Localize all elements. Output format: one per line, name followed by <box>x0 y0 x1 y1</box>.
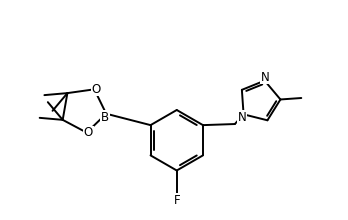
Text: F: F <box>173 194 180 207</box>
Text: O: O <box>91 83 101 96</box>
Text: N: N <box>238 111 246 124</box>
Text: B: B <box>101 110 109 124</box>
Text: N: N <box>261 71 270 84</box>
Text: O: O <box>84 126 93 139</box>
